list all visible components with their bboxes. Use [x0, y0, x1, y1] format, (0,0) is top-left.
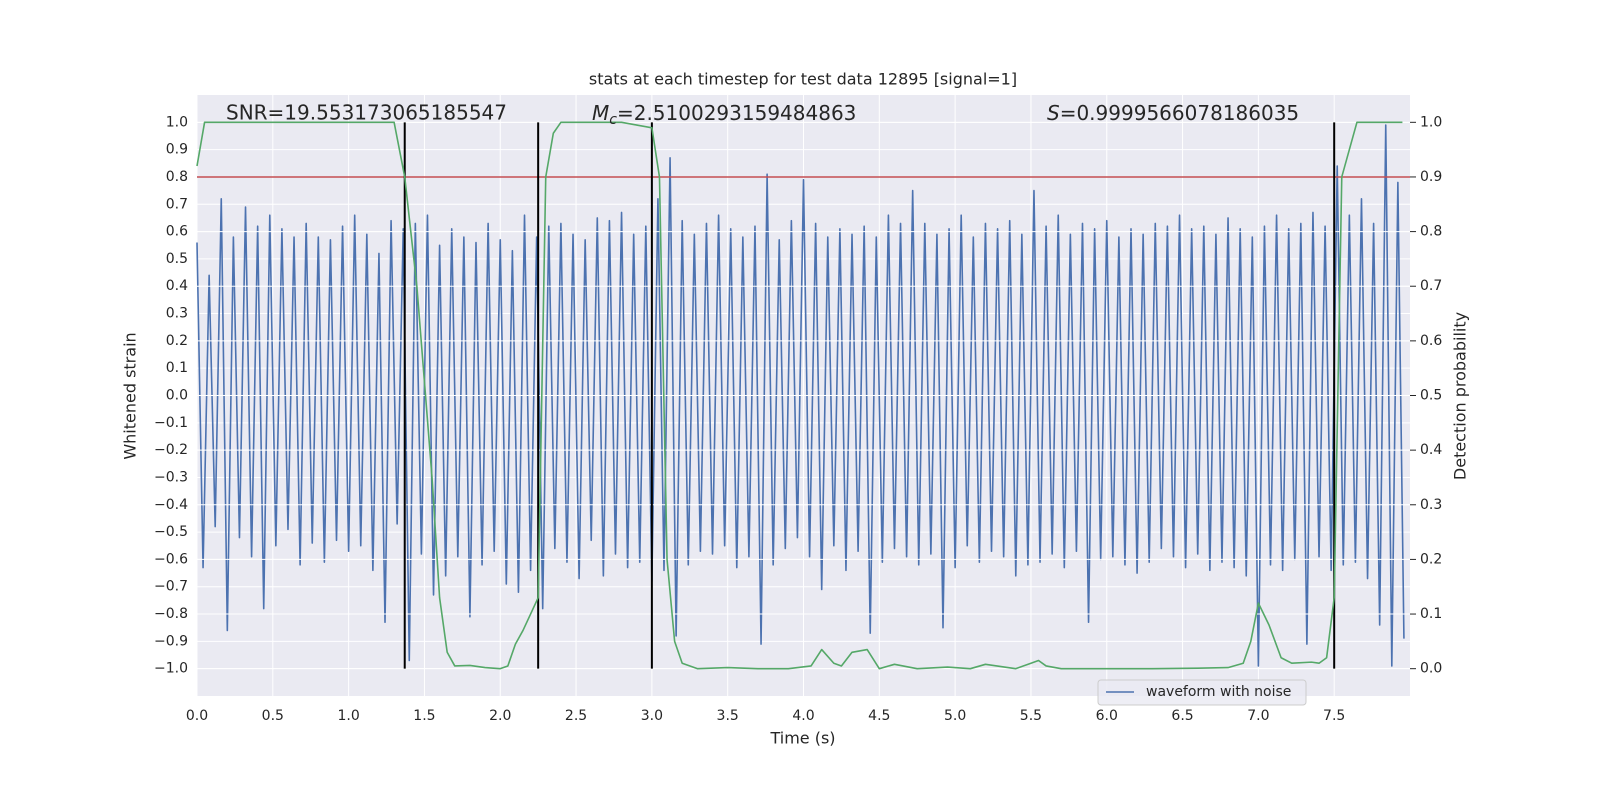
annotation-value: =2.5100293159484863	[617, 101, 856, 125]
x-tick-label: 4.0	[792, 708, 814, 724]
x-tick-label: 6.5	[1171, 708, 1193, 724]
x-tick-label: 1.5	[413, 708, 435, 724]
y2-tick-label: 0.9	[1420, 169, 1442, 185]
y-tick-label: −0.6	[154, 551, 188, 567]
y-axis-label: Whitened strain	[121, 332, 140, 459]
x-tick-label: 7.0	[1247, 708, 1269, 724]
legend-label: waveform with noise	[1146, 684, 1291, 700]
legend-box	[1097, 679, 1307, 706]
x-tick-label: 7.5	[1323, 708, 1345, 724]
y-tick-label: −0.5	[154, 524, 188, 540]
annotation: S=0.9999566078186035	[1047, 101, 1299, 125]
y2-tick-label: 0.5	[1420, 388, 1442, 404]
y2-tick-label: 0.1	[1420, 606, 1442, 622]
x-axis-label: Time (s)	[769, 729, 835, 748]
x-tick-label: 2.5	[565, 708, 587, 724]
y2-tick-label: 0.6	[1420, 333, 1442, 349]
y-tick-label: 0.9	[166, 142, 188, 158]
y2-axis-label: Detection probability	[1451, 312, 1470, 480]
y2-tick-label: 0.4	[1420, 442, 1442, 458]
y-tick-label: −0.1	[154, 415, 188, 431]
y-tick-label: 0.7	[166, 196, 188, 212]
y-tick-label: −1.0	[154, 661, 188, 677]
y-tick-label: 0.4	[166, 278, 188, 294]
y-tick-label: 0.2	[166, 333, 188, 349]
y-tick-label: −0.7	[154, 579, 188, 595]
x-tick-label: 3.0	[641, 708, 663, 724]
y2-tick-label: 0.8	[1420, 224, 1442, 240]
annotation-subscript: c	[609, 112, 617, 128]
y2-tick-label: 1.0	[1420, 114, 1442, 130]
annotation-symbol: M	[592, 101, 609, 125]
y-tick-label: 0.3	[166, 306, 188, 322]
chart-title: stats at each timestep for test data 128…	[589, 70, 1017, 89]
y-tick-label: 0.8	[166, 169, 188, 185]
y-tick-label: −0.3	[154, 469, 188, 485]
x-tick-label: 0.0	[186, 708, 208, 724]
x-tick-label: 5.0	[944, 708, 966, 724]
x-tick-label: 2.0	[489, 708, 511, 724]
y-tick-label: 0.1	[166, 360, 188, 376]
annotation: SNR=19.553173065185547	[226, 101, 507, 125]
series-line	[196, 121, 1403, 670]
y-tick-label: 0.5	[166, 251, 188, 267]
y-tick-label: −0.9	[154, 633, 188, 649]
x-tick-label: 6.0	[1096, 708, 1118, 724]
y2-tick-label: 0.3	[1420, 497, 1442, 513]
y-tick-label: −0.4	[154, 497, 188, 513]
y2-tick-label: 0.7	[1420, 278, 1442, 294]
y-tick-label: 0.0	[166, 388, 188, 404]
y-tick-label: 1.0	[166, 114, 188, 130]
x-tick-label: 4.5	[868, 708, 890, 724]
annotation-symbol: S	[1047, 101, 1060, 125]
x-tick-label: 5.5	[1020, 708, 1042, 724]
y-tick-label: −0.2	[154, 442, 188, 458]
annotation-value: =0.9999566078186035	[1060, 101, 1299, 125]
x-tick-label: 3.5	[717, 708, 739, 724]
x-tick-label: 1.0	[337, 708, 359, 724]
x-tick-label: 0.5	[262, 708, 284, 724]
y-tick-label: −0.8	[154, 606, 188, 622]
y2-tick-label: 0.0	[1420, 661, 1442, 677]
y2-tick-label: 0.2	[1420, 551, 1442, 567]
y-tick-label: 0.6	[166, 224, 188, 240]
series-line	[196, 124, 1405, 667]
annotation: Mc=2.5100293159484863	[592, 101, 856, 129]
